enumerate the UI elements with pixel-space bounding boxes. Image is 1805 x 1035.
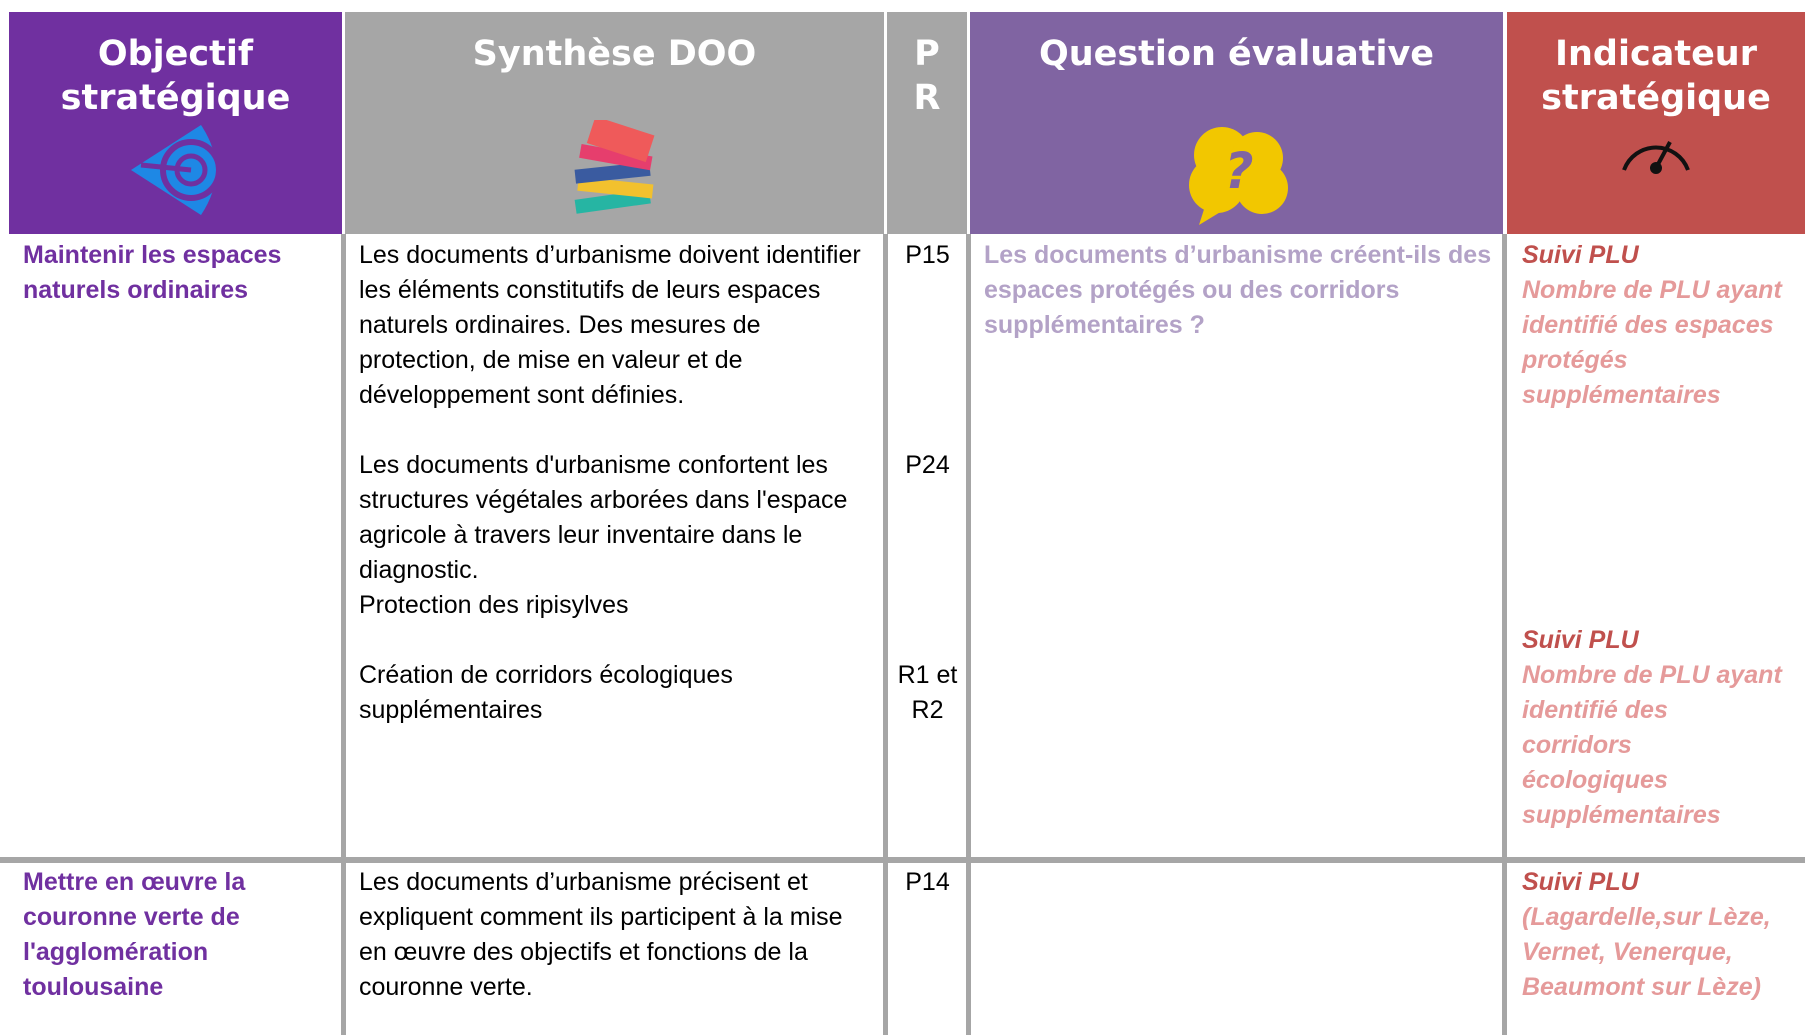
synthese-text: Les documents d’urbanisme doivent identi… bbox=[359, 241, 861, 409]
synthese-text: Création de corridors écologiques supplé… bbox=[359, 661, 733, 724]
header-text: Synthèse DOO bbox=[472, 34, 757, 74]
header-cell: P R bbox=[887, 12, 967, 234]
indicator-text: Nombre de PLU ayant identifié des espace… bbox=[1522, 276, 1782, 409]
indicator-title: Suivi PLU bbox=[1522, 626, 1639, 654]
synthese-text: Les documents d’urbanisme précisent et e… bbox=[359, 868, 843, 1001]
indicator-title: Suivi PLU bbox=[1522, 241, 1639, 269]
row-border bbox=[0, 857, 1805, 863]
synthese-text: Les documents d'urbanisme confortent les… bbox=[359, 451, 848, 584]
svg-text:?: ? bbox=[1224, 142, 1253, 200]
column-border bbox=[341, 234, 346, 1035]
objective: Mettre en œuvre la couronne verte de l'a… bbox=[23, 868, 246, 1001]
target-icon bbox=[130, 125, 222, 215]
reference: P24 bbox=[905, 451, 950, 479]
indicator-text: Nombre de PLU ayant identifié des corrid… bbox=[1522, 661, 1782, 829]
column-border bbox=[883, 234, 888, 1035]
gauge-icon bbox=[1622, 141, 1690, 174]
synthese-text: Protection des ripisylves bbox=[359, 591, 629, 619]
header-text: Question évaluative bbox=[1038, 34, 1435, 74]
indicator-text: (Lagardelle,sur Lèze, Vernet, Venerque, … bbox=[1522, 903, 1771, 1001]
objective: Maintenir les espaces naturels ordinaire… bbox=[23, 241, 282, 304]
header-text: Indicateur stratégique bbox=[1541, 34, 1771, 118]
header-cell: Objectif stratégique bbox=[9, 12, 342, 234]
header-cell: Indicateur stratégique bbox=[1507, 12, 1805, 234]
books-icon bbox=[574, 120, 654, 214]
header-text: Objectif stratégique bbox=[60, 34, 291, 118]
indicator-title: Suivi PLU bbox=[1522, 868, 1639, 896]
header-text: P R bbox=[913, 34, 941, 118]
header-cell: Question évaluative ? bbox=[970, 12, 1503, 234]
header-cell: Synthèse DOO bbox=[345, 12, 884, 234]
question-icon: ? bbox=[1188, 127, 1288, 225]
reference: P15 bbox=[905, 241, 950, 269]
reference: R1 et R2 bbox=[897, 661, 958, 724]
column-border bbox=[1502, 234, 1507, 1035]
reference: P14 bbox=[905, 868, 950, 896]
column-border bbox=[966, 234, 971, 1035]
question: Les documents d’urbanisme créent-ils des… bbox=[984, 241, 1492, 339]
